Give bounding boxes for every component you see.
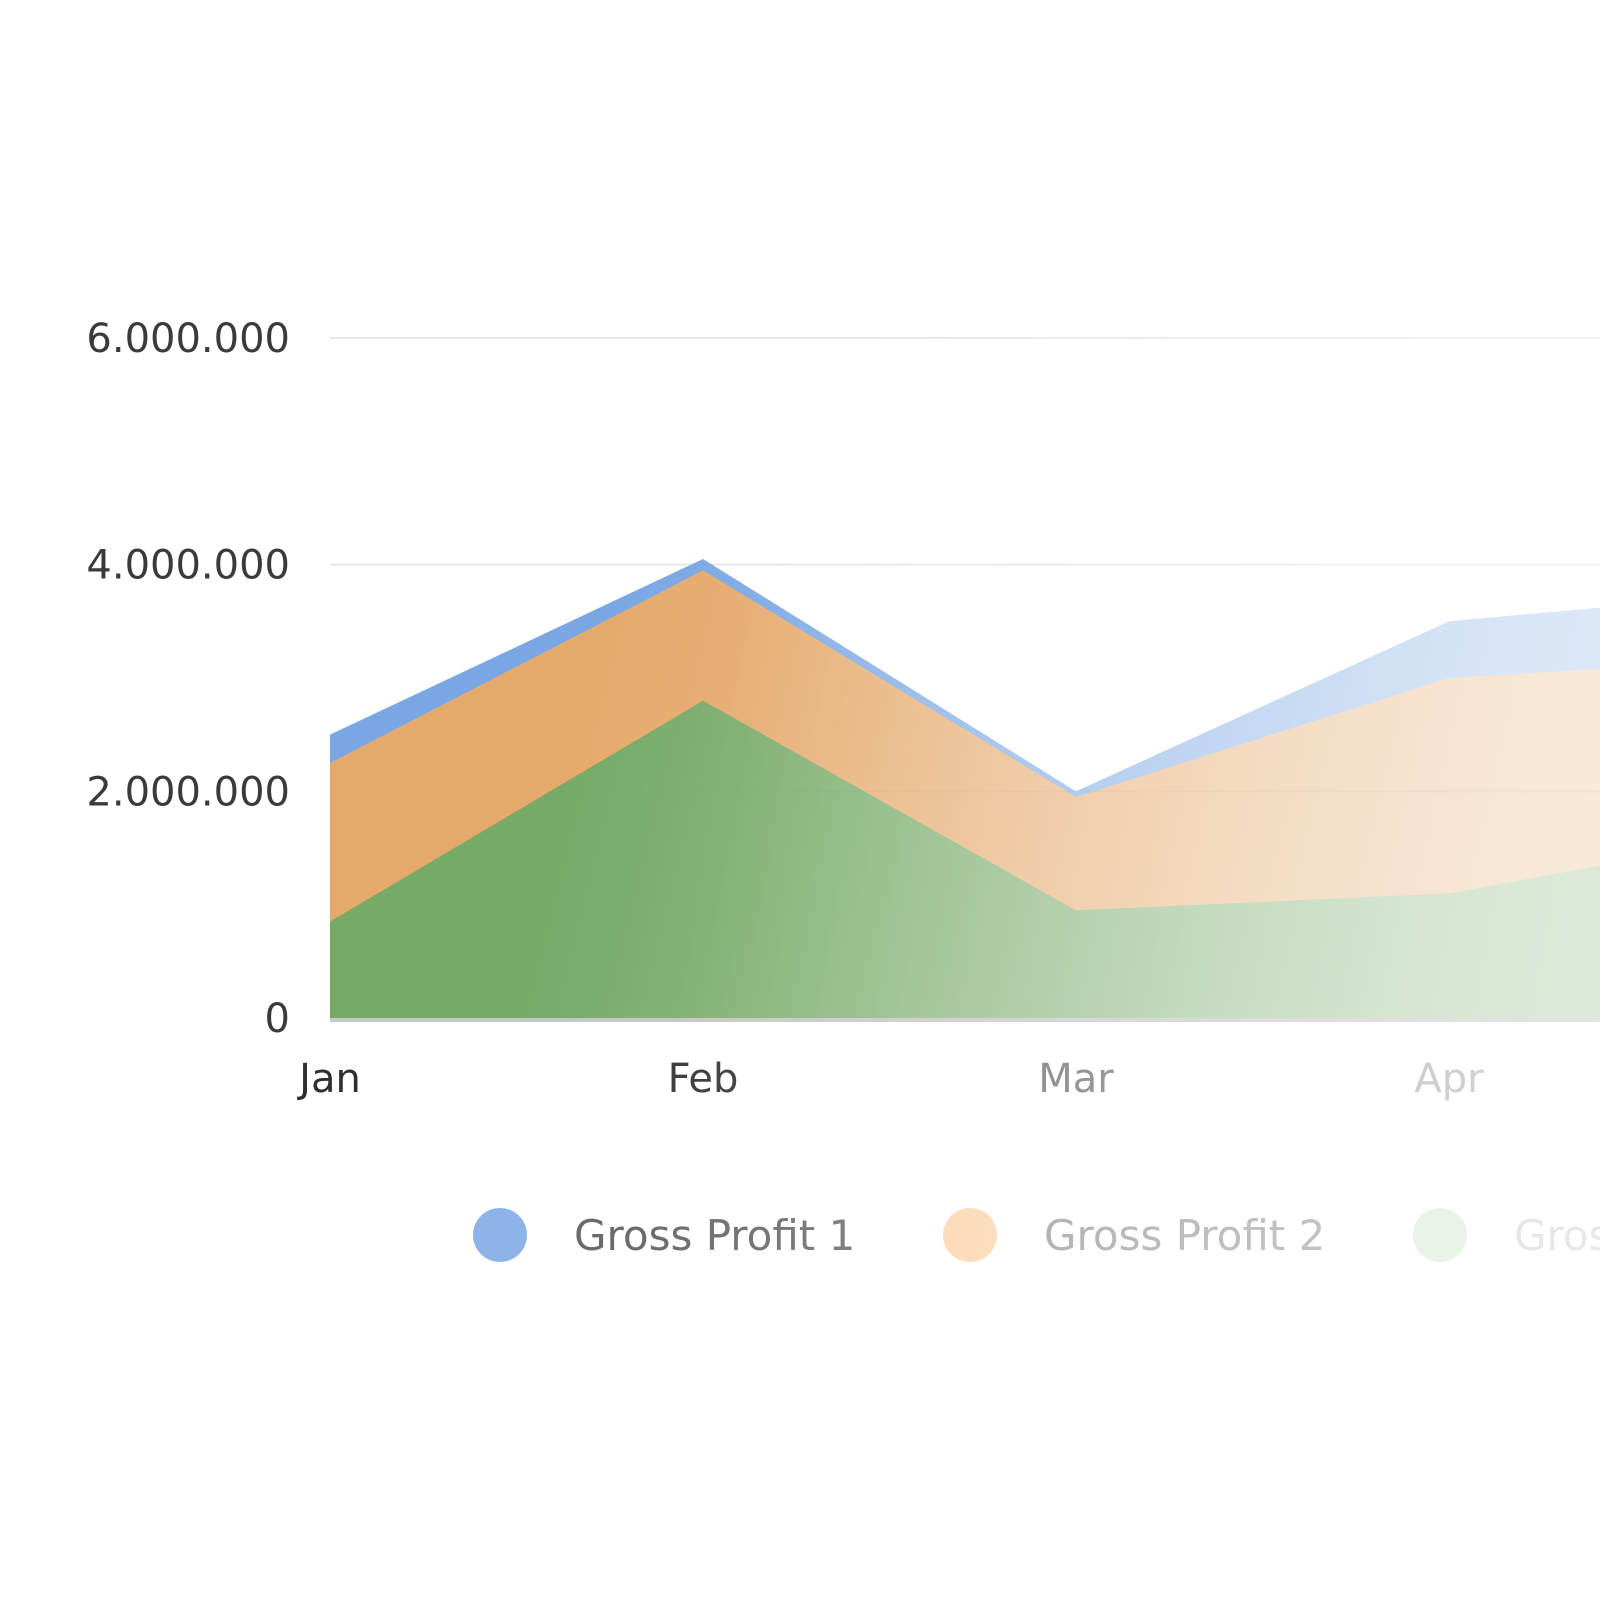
legend-marker bbox=[1413, 1208, 1467, 1262]
y-axis-ticks: 0 2.000.000 4.000.000 6.000.000 bbox=[86, 316, 290, 1042]
legend-marker bbox=[943, 1208, 997, 1262]
y-tick-label: 0 bbox=[265, 996, 290, 1042]
y-tick-label: 2.000.000 bbox=[86, 769, 290, 815]
y-tick-label: 4.000.000 bbox=[86, 543, 290, 589]
legend-marker bbox=[473, 1208, 527, 1262]
x-tick-label: Jan bbox=[296, 1056, 361, 1102]
legend-item-label[interactable]: Gross Profit 1 bbox=[574, 1211, 855, 1260]
x-axis-ticks: JanFebMarAprMay bbox=[296, 1056, 1484, 1102]
x-tick-label: Feb bbox=[668, 1056, 739, 1102]
legend-item-label[interactable]: Gross Profit 2 bbox=[1044, 1211, 1325, 1260]
x-tick-label: Apr bbox=[1414, 1056, 1484, 1102]
legend: Gross Profit 1 Gross Profit 2 Gross bbox=[473, 1208, 1600, 1262]
legend-item-label[interactable]: Gross bbox=[1514, 1211, 1600, 1260]
x-tick-label: Mar bbox=[1038, 1056, 1114, 1102]
area-series-group bbox=[330, 559, 1600, 1018]
y-tick-label: 6.000.000 bbox=[86, 316, 290, 362]
